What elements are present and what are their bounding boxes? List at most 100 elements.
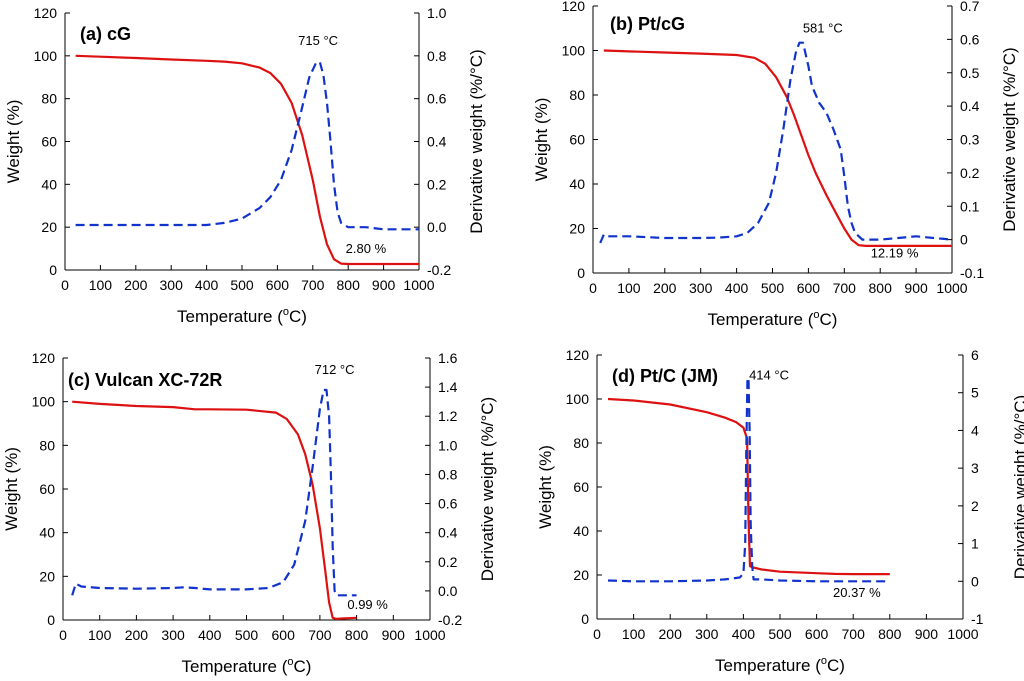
x-tick-label: 0 [593, 626, 601, 642]
y2-tick-label: 6 [971, 347, 979, 363]
y2-tick-label: 1.0 [427, 5, 447, 21]
x-axis-title-unit: C) [294, 657, 312, 676]
x-tick-label: 1000 [414, 627, 445, 643]
x-tick-label: 1000 [947, 626, 978, 642]
x-tick-label: 900 [382, 627, 406, 643]
x-axis-title-unit: C) [289, 307, 307, 326]
panel-2: 0 100 200 300 400 500 600 700 800 900 100002040608… [532, 0, 1019, 329]
x-tick-label: 400 [725, 280, 749, 296]
y2-axis-title: Derivative weight (%/°C) [1000, 47, 1019, 231]
y-axis-title: Weight (%) [536, 445, 555, 529]
y2-tick-label: 0.8 [427, 48, 447, 64]
x-tick-label: 700 [833, 280, 857, 296]
y-tick-label: 80 [41, 91, 57, 107]
x-tick-label: 1000 [403, 277, 434, 293]
peak-temperature-label: 414 °C [749, 368, 789, 383]
panel-4: 0 100 200 300 400 500 600 700 800 900 100002040608… [536, 347, 1024, 675]
x-tick-label: 300 [161, 627, 185, 643]
y2-tick-label: 0.4 [960, 98, 980, 114]
peak-temperature-label: 581 °C [803, 21, 843, 36]
x-tick-label: 600 [797, 280, 821, 296]
y2-tick-label: 1.0 [438, 437, 458, 453]
y2-tick-label: 0.2 [438, 554, 458, 570]
y2-tick-label: 1.2 [438, 408, 458, 424]
x-axis-title-text: Temperature ( [708, 310, 814, 329]
x-tick-label: 800 [345, 627, 369, 643]
panel-label: (c) Vulcan XC-72R [68, 370, 222, 390]
y2-tick-label: 0.8 [438, 466, 458, 482]
residue-label: 12.19 % [871, 245, 919, 260]
y-tick-label: 40 [41, 176, 57, 192]
y-tick-label: 120 [34, 5, 58, 21]
x-tick-label: 300 [689, 280, 713, 296]
x-axis-title-text: Temperature ( [182, 657, 288, 676]
y2-tick-label: 1.4 [438, 379, 458, 395]
y2-tick-label: 0.5 [960, 65, 980, 81]
panel-1: 0 100 200 300 400 500 600 700 800 900 1000 0 20 40 60 8… [4, 5, 486, 326]
x-tick-label: 900 [915, 626, 939, 642]
x-tick-label: 100 [88, 627, 112, 643]
derivative-series-line [599, 41, 953, 244]
y2-tick-label: 2 [971, 498, 979, 514]
y-axis-title: Weight (%) [4, 100, 23, 184]
residue-label: 2.80 % [346, 241, 387, 256]
x-tick-label: 200 [659, 626, 683, 642]
y-tick-label: 80 [573, 435, 589, 451]
y2-tick-label: 0.6 [438, 496, 458, 512]
x-tick-label: 500 [761, 280, 785, 296]
y-tick-label: 20 [573, 567, 589, 583]
degree-superscript: o [287, 656, 293, 668]
y-tick-label: 120 [566, 347, 590, 363]
y-tick-label: 60 [39, 481, 55, 497]
x-tick-label: 700 [308, 627, 332, 643]
x-axis-title-unit: C) [827, 656, 845, 675]
y2-tick-label: 0 [960, 232, 968, 248]
x-tick-label: 300 [695, 626, 719, 642]
y-tick-label: 100 [562, 43, 586, 59]
x-tick-label: 400 [732, 626, 756, 642]
y2-tick-label: 4 [971, 422, 979, 438]
y-tick-label: 0 [581, 611, 589, 627]
x-tick-label: 600 [805, 626, 829, 642]
weight-series-line [75, 54, 419, 266]
x-tick-label: 500 [230, 277, 254, 293]
derivative-series-line [607, 376, 890, 583]
peak-temperature-label: 715 °C [298, 33, 338, 48]
y-tick-label: 0 [577, 265, 585, 281]
x-axis-title-unit: C) [820, 310, 838, 329]
x-axis-title: Temperature (oC) [715, 655, 845, 675]
x-tick-label: 0 [61, 277, 69, 293]
panel-label: (b) Pt/cG [610, 14, 685, 34]
x-tick-label: 300 [160, 277, 184, 293]
y-tick-label: 80 [39, 437, 55, 453]
y-tick-label: 40 [569, 176, 585, 192]
y-tick-label: 120 [562, 0, 586, 14]
y-tick-label: 0 [47, 612, 55, 628]
y-tick-label: 120 [32, 350, 56, 366]
y-tick-label: 100 [32, 394, 56, 410]
y-tick-label: 80 [569, 87, 585, 103]
x-tick-label: 200 [124, 277, 148, 293]
weight-series-line [603, 49, 952, 247]
x-tick-label: 700 [842, 626, 866, 642]
derivative-series-line [71, 388, 357, 597]
y2-tick-label: -0.1 [960, 265, 984, 281]
x-tick-label: 100 [617, 280, 641, 296]
x-tick-label: 1000 [936, 280, 967, 296]
x-tick-label: 800 [878, 626, 902, 642]
y2-tick-label: 0.3 [960, 132, 980, 148]
residue-label: 0.99 % [347, 597, 388, 612]
x-axis-title-text: Temperature ( [715, 656, 821, 675]
y2-tick-label: 0.0 [427, 219, 447, 235]
x-tick-label: 100 [89, 277, 113, 293]
residue-label: 20.37 % [833, 585, 881, 600]
y2-tick-label: 0.4 [438, 525, 458, 541]
y-tick-label: 100 [566, 391, 590, 407]
y-tick-label: 20 [39, 568, 55, 584]
y2-axis-title: Derivative weight (%/°C) [1011, 395, 1024, 579]
y2-tick-label: 0.2 [427, 176, 447, 192]
x-axis-title: Temperature (oC) [177, 306, 307, 326]
y2-tick-label: 3 [971, 460, 979, 476]
y-tick-label: 40 [573, 523, 589, 539]
